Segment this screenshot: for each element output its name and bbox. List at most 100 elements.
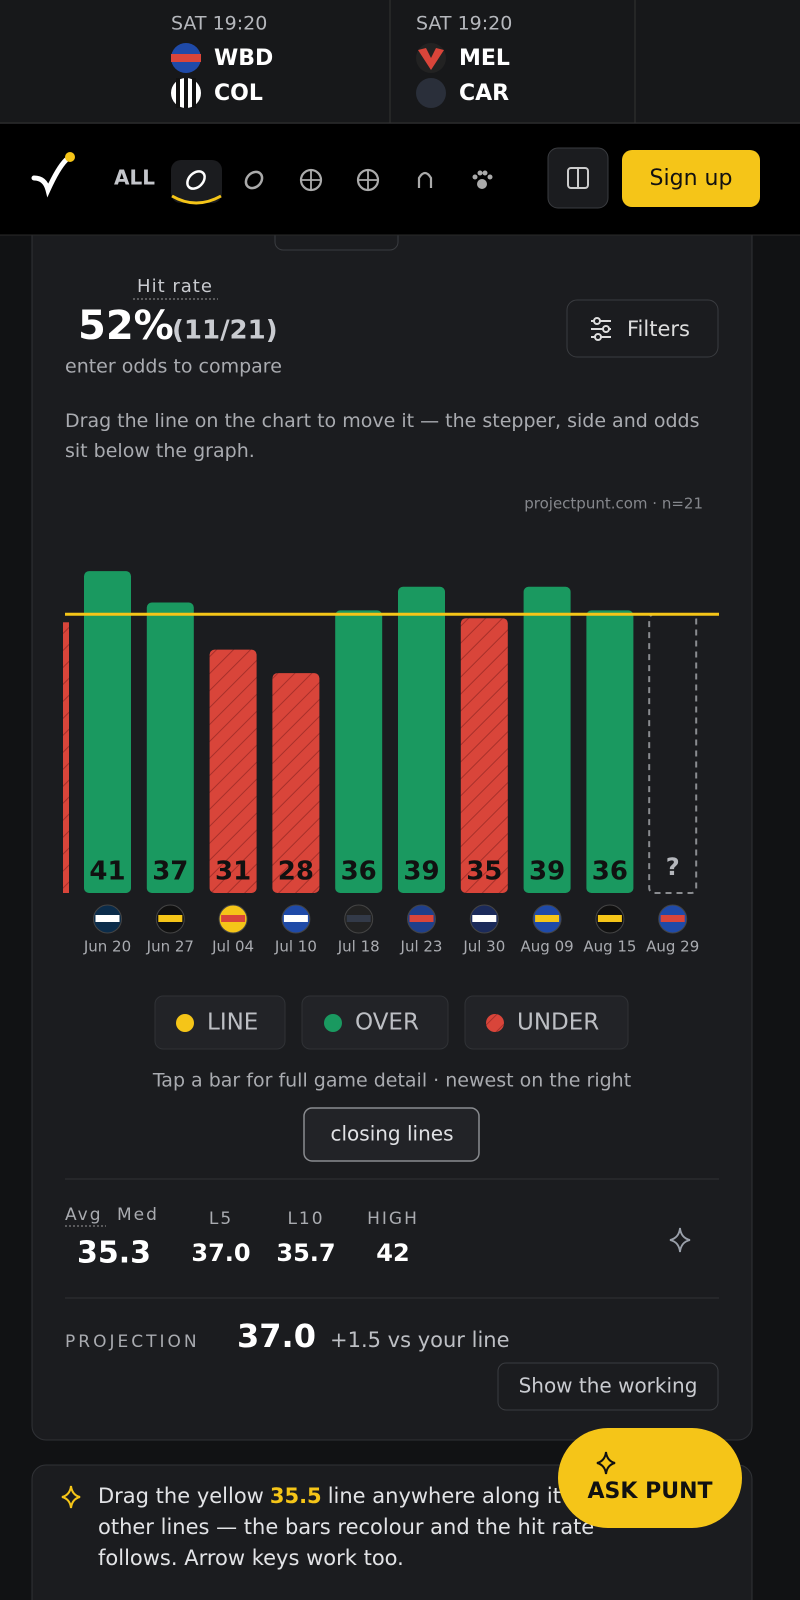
- team-code: WBD: [214, 46, 273, 71]
- chart-note: Drag the line on the chart to move it — …: [65, 410, 700, 462]
- hit-rate-count: (11/21): [172, 316, 278, 346]
- closing-lines-label: closing lines: [330, 1122, 453, 1146]
- tip-text-start: Drag the yellow: [98, 1484, 264, 1508]
- projection-value: 37.0: [237, 1317, 316, 1355]
- team-crest: [221, 915, 246, 922]
- legend-pill: [154, 995, 286, 1050]
- projection-label: PROJECTION: [65, 1332, 200, 1352]
- team-crest: [95, 915, 120, 922]
- chart-source: projectpunt.com · n=21: [524, 495, 703, 513]
- med-toggle[interactable]: Med: [117, 1205, 159, 1225]
- bar[interactable]: [84, 571, 131, 893]
- stat-value: 42: [376, 1239, 409, 1267]
- bar-value-label: 35: [466, 857, 502, 887]
- bar[interactable]: [272, 673, 320, 893]
- bar[interactable]: [523, 586, 571, 893]
- team-code: COL: [214, 81, 263, 106]
- show-working-label: Show the working: [519, 1374, 698, 1398]
- sport-icon[interactable]: [472, 170, 493, 190]
- team-crest: [176, 78, 180, 108]
- team-code: MEL: [459, 46, 510, 71]
- stat-label: HIGH: [367, 1209, 419, 1229]
- team-crest: [158, 915, 183, 922]
- signup-label: Sign up: [650, 166, 733, 191]
- legend-swatch: [486, 1014, 504, 1032]
- bar[interactable]: [335, 610, 383, 893]
- team-crest: [597, 915, 622, 922]
- hit-rate-percent: 52%: [78, 303, 174, 349]
- team-code: CAR: [459, 81, 509, 106]
- sport-icon: [186, 170, 206, 190]
- team-crest: [472, 915, 497, 922]
- odds-hint: enter odds to compare: [65, 356, 282, 378]
- legend: LINE OVER UNDER: [176, 1010, 599, 1036]
- team-crest: [346, 915, 371, 922]
- bar[interactable]: [209, 649, 257, 893]
- bar[interactable]: [146, 602, 194, 893]
- avg-toggle[interactable]: Avg: [65, 1205, 103, 1225]
- bar[interactable]: [398, 586, 445, 893]
- show-working-button[interactable]: [497, 1362, 719, 1411]
- closing-lines-button[interactable]: [303, 1107, 480, 1162]
- bar-value-label: 36: [592, 857, 628, 887]
- match-time: SAT 19:20: [171, 13, 267, 35]
- team-crest: [184, 78, 188, 108]
- filters-button[interactable]: [566, 299, 719, 358]
- signup-button[interactable]: [622, 150, 760, 207]
- bar-value-label: 37: [152, 857, 188, 887]
- bar-value-label: 28: [278, 857, 314, 887]
- x-tick-label: Aug 15: [583, 938, 636, 956]
- team-crest: [660, 915, 685, 922]
- stat-label: L10: [287, 1209, 324, 1229]
- legend-swatch: [324, 1014, 342, 1032]
- active-indicator: [171, 194, 222, 205]
- bar-pending: [648, 613, 698, 894]
- chart: 41 Jun 20 37 Jun 27 31 Jul 04 28 Jul 10 36 Jul 18…: [63, 571, 719, 956]
- sport-tab-active[interactable]: [171, 160, 222, 203]
- x-tick-label: Jul 30: [462, 938, 505, 956]
- legend-label: OVER: [355, 1010, 419, 1036]
- sport-filter[interactable]: ALL: [114, 166, 155, 190]
- legend-label: UNDER: [517, 1010, 599, 1036]
- team-crest: [416, 78, 446, 108]
- filters-icon: [591, 317, 611, 341]
- stats-row: L5 37.0 L10 35.7 HIGH 42: [191, 1209, 419, 1267]
- match-card[interactable]: SAT 19:20 MEL CAR: [416, 13, 512, 109]
- logo[interactable]: [31, 152, 75, 198]
- bar-clipped: [63, 622, 69, 893]
- tip-icon: [61, 1485, 81, 1509]
- team-crest: [418, 48, 444, 70]
- sport-icon[interactable]: [243, 169, 266, 192]
- match-time: SAT 19:20: [416, 13, 512, 35]
- x-tick-label: Jul 04: [211, 938, 254, 956]
- bar-value-label: 39: [529, 857, 565, 887]
- avg-value: 35.3: [77, 1236, 151, 1271]
- x-tick-label: Jun 20: [83, 938, 131, 956]
- x-tick-label: Jul 18: [337, 938, 380, 956]
- bar-value-label: 36: [341, 857, 377, 887]
- stat-label: L5: [209, 1209, 233, 1229]
- team-crest: [409, 915, 434, 922]
- sparkle-icon[interactable]: [669, 1227, 691, 1253]
- bar-pending-label: ?: [666, 853, 680, 881]
- hit-rate-label[interactable]: Hit rate: [137, 276, 213, 297]
- match-strip: [0, 0, 800, 123]
- tip-line-value: 35.5: [269, 1484, 322, 1508]
- sport-icon: [301, 170, 321, 190]
- x-tick-label: Jun 27: [146, 938, 194, 956]
- sport-icon: [358, 170, 378, 190]
- legend-label: LINE: [207, 1010, 258, 1036]
- match-card[interactable]: SAT 19:20 WBD COL: [171, 13, 273, 109]
- chart-caption: Tap a bar for full game detail · newest …: [152, 1070, 631, 1092]
- bar[interactable]: [586, 610, 634, 893]
- sport-icon[interactable]: [417, 171, 433, 188]
- x-tick-label: Aug 29: [646, 938, 699, 956]
- team-crest: [192, 78, 196, 108]
- bar-value-label: 39: [403, 857, 439, 887]
- tip-text: Drag the yellow 35.5 line anywhere along i…: [98, 1481, 658, 1574]
- team-crest: [535, 915, 560, 922]
- bar-value-label: 31: [215, 857, 251, 887]
- team-crest: [171, 54, 201, 62]
- bar[interactable]: [460, 618, 508, 893]
